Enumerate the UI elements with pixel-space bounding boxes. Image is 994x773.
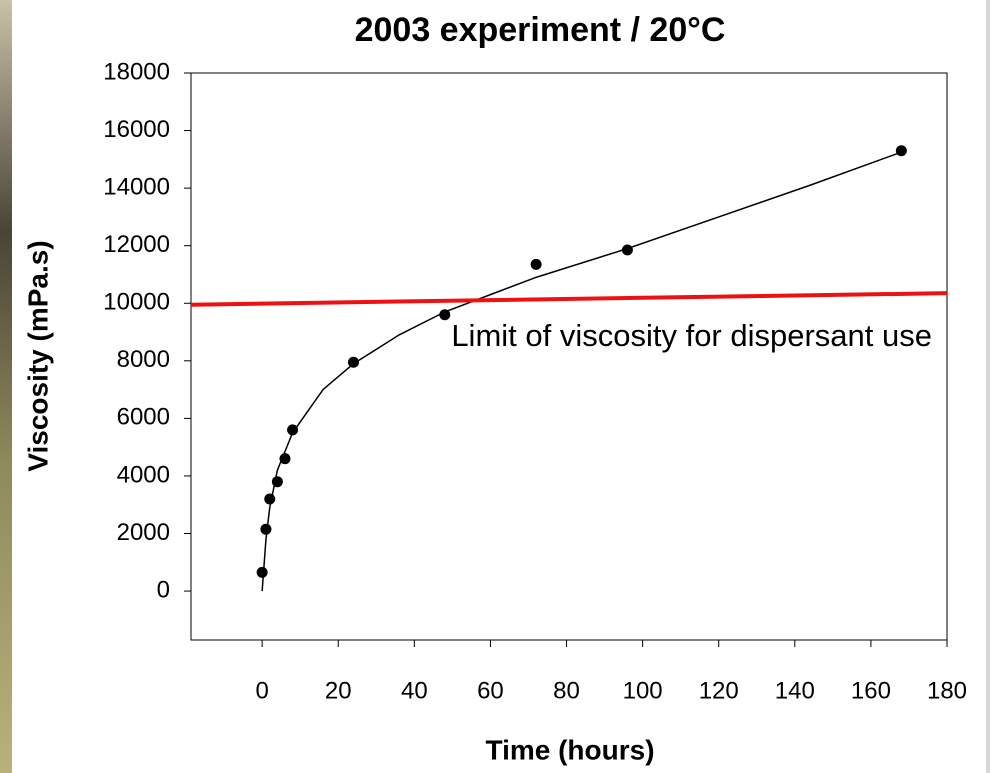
y-tick-label: 2000	[117, 519, 170, 546]
data-point	[264, 493, 275, 504]
x-axis-label: Time (hours)	[485, 734, 654, 765]
y-tick-label: 18000	[103, 58, 170, 85]
x-tick-label: 20	[325, 677, 352, 704]
x-tick-label: 60	[477, 677, 504, 704]
chart-title: 2003 experiment / 20°C	[355, 11, 726, 49]
limit-line	[191, 293, 947, 305]
y-tick-label: 10000	[103, 289, 170, 316]
x-tick-label: 80	[553, 677, 580, 704]
x-tick-label: 40	[401, 677, 428, 704]
x-tick-label: 180	[927, 677, 967, 704]
x-tick-label: 0	[255, 677, 268, 704]
chart: 2003 experiment / 20°C Time (hours) Visc…	[0, 0, 994, 773]
x-tick-label: 140	[775, 677, 815, 704]
y-tick-label: 0	[157, 576, 170, 603]
x-tick-label: 100	[623, 677, 663, 704]
y-tick-label: 4000	[117, 461, 170, 488]
data-point	[896, 145, 907, 156]
edge-strip	[986, 0, 990, 773]
y-tick-label: 12000	[103, 231, 170, 258]
annotation: Limit of viscosity for dispersant use	[451, 318, 932, 353]
y-axis-label: Viscosity (mPa.s)	[22, 240, 53, 471]
y-tick-label: 14000	[103, 173, 170, 200]
x-tick-label: 160	[851, 677, 891, 704]
photo-strip	[0, 0, 12, 773]
plot-frame	[191, 73, 947, 640]
data-point	[257, 567, 268, 578]
fit-curve	[262, 152, 901, 591]
y-tick-label: 16000	[103, 116, 170, 143]
data-point	[531, 259, 542, 270]
x-tick-label: 120	[699, 677, 739, 704]
y-tick-label: 8000	[117, 346, 170, 373]
y-tick-label: 6000	[117, 404, 170, 431]
